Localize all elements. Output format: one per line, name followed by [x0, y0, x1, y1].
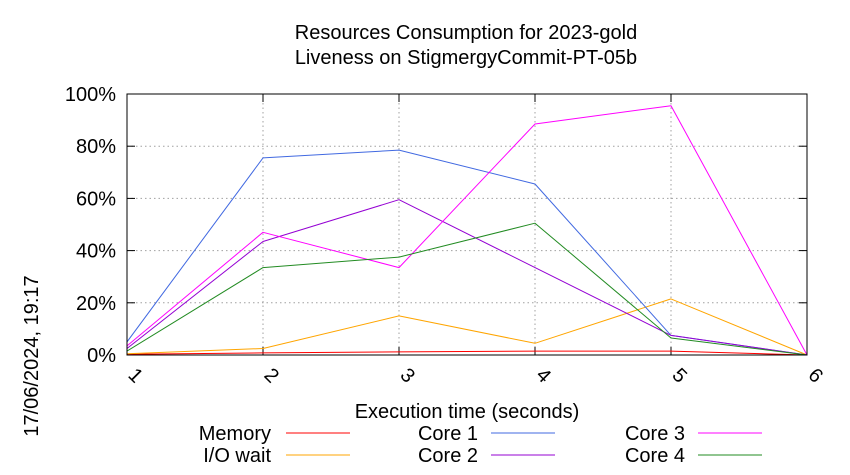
chart-title: Resources Consumption for 2023-gold — [295, 22, 637, 44]
chart-subtitle: Liveness on StigmergyCommit-PT-05b — [295, 47, 637, 69]
series-lines — [126, 105, 808, 356]
x-tick-label: 4 — [532, 364, 555, 387]
legend-label-core-3: Core 3 — [625, 423, 685, 445]
series-line-core-3 — [126, 105, 808, 356]
series-line-core-4 — [126, 222, 808, 356]
y-tick-labels: 0% 20% 40% 60% 80% 100% — [65, 84, 116, 367]
side-timestamp: 17/06/2024, 19:17 — [21, 275, 43, 436]
y-tick-label: 100% — [65, 84, 116, 106]
y-tick-label: 60% — [76, 188, 116, 210]
x-tick-label: 6 — [804, 364, 827, 387]
y-tick-label: 40% — [76, 241, 116, 263]
plot-frame — [126, 93, 808, 356]
legend-label-core-2: Core 2 — [418, 445, 478, 467]
series-line-core-2 — [126, 199, 808, 356]
legend-label-i-o-wait: I/O wait — [203, 445, 271, 467]
series-line-memory — [126, 350, 808, 356]
legend-label-core-4: Core 4 — [625, 445, 685, 467]
axis-ticks — [126, 93, 808, 356]
x-tick-label: 1 — [124, 364, 147, 387]
series-line-i-o-wait — [126, 298, 808, 356]
series-line-core-1 — [126, 149, 808, 356]
x-axis-label: Execution time (seconds) — [355, 401, 580, 423]
x-tick-labels: 1 2 3 4 5 6 — [124, 364, 827, 387]
legend-label-memory: Memory — [199, 423, 271, 445]
x-tick-label: 5 — [668, 364, 691, 387]
x-tick-label: 2 — [260, 364, 283, 387]
y-tick-label: 0% — [87, 345, 116, 367]
x-tick-label: 3 — [396, 364, 419, 387]
y-tick-label: 20% — [76, 293, 116, 315]
y-tick-label: 80% — [76, 136, 116, 158]
legend-label-core-1: Core 1 — [418, 423, 478, 445]
grid — [127, 94, 807, 355]
